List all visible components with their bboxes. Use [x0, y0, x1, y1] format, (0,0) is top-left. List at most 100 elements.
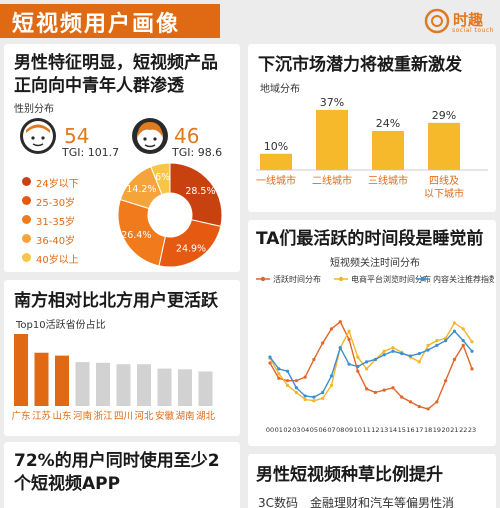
series-point — [444, 379, 448, 383]
province-tick-label: 安徽 — [155, 410, 175, 422]
x-tick-label: 23 — [468, 426, 476, 434]
series-point — [470, 367, 474, 371]
series-point — [347, 337, 351, 342]
x-tick-label: 11 — [362, 426, 370, 434]
legend-dot-1 — [22, 177, 31, 186]
x-tick-label: 07 — [327, 426, 335, 434]
series-point — [268, 361, 272, 365]
province-bar — [75, 362, 90, 406]
logo-icon — [424, 8, 450, 34]
grass-title: 男性短视频种草比例提升 — [256, 465, 443, 485]
city-value-label: 37% — [320, 96, 344, 109]
province-subtitle: Top10活跃省份占比 — [16, 320, 106, 331]
province-bar — [198, 371, 213, 406]
legend-dot-5 — [22, 253, 31, 262]
series-point — [347, 362, 351, 366]
series-point — [461, 339, 465, 343]
legend-label: 电商平台浏览时间分布 — [351, 274, 431, 284]
province-bar — [137, 364, 151, 406]
series-point — [294, 386, 298, 390]
series-point — [294, 390, 298, 395]
pie-slice-label: 14.2% — [126, 184, 156, 195]
series-point — [321, 341, 325, 345]
time-line-chart: 活跃时间分布 电商平台浏览时间分布 内容关注推荐指数 00 01 02 03 04 05 06 07… — [256, 274, 494, 434]
province-tick-label: 河南 — [73, 410, 92, 422]
pie-slice — [150, 162, 171, 196]
province-bar — [14, 334, 28, 406]
province-bar — [116, 364, 131, 406]
x-tick-label: 00 — [266, 426, 274, 434]
city-bar — [372, 131, 404, 170]
series-point — [444, 339, 448, 343]
series-point — [470, 349, 474, 353]
x-tick-label: 09 — [345, 426, 353, 434]
pie-slice — [117, 198, 166, 267]
app-title-line1: 72%的用户同时使用至少2 — [14, 451, 220, 471]
series-point — [452, 329, 457, 333]
series-point — [391, 349, 395, 353]
x-tick-label: 12 — [371, 426, 379, 434]
city-tick-label: 四线及 — [429, 174, 459, 187]
series-point — [277, 367, 281, 371]
city-value-label: 29% — [432, 109, 456, 122]
series-point — [365, 360, 369, 364]
series-point — [452, 321, 457, 325]
age-legend-4: 36-40岁 — [36, 236, 76, 247]
city-tick-label: 三线城市 — [368, 174, 408, 187]
series-point — [382, 388, 386, 392]
series-point — [408, 400, 413, 404]
series-point — [329, 383, 334, 387]
female-user-icon — [132, 118, 168, 154]
legend-marker — [260, 276, 266, 282]
series-point — [382, 349, 386, 353]
age-legend-1: 24岁以下 — [36, 179, 79, 190]
series-point — [294, 379, 298, 383]
male-value: 54 — [64, 124, 90, 148]
x-tick-label: 05 — [310, 426, 318, 434]
province-tick-label: 山东 — [52, 410, 71, 422]
province-tick-label: 湖北 — [196, 411, 216, 422]
female-value: 46 — [174, 124, 200, 148]
series-point — [373, 390, 377, 395]
province-bar — [55, 355, 69, 406]
series-point — [391, 346, 395, 350]
x-tick-label: 15 — [398, 426, 406, 434]
series-point — [373, 357, 377, 362]
x-tick-label: 20 — [442, 426, 450, 434]
x-tick-label: 19 — [433, 426, 441, 434]
male-user-icon — [20, 118, 56, 154]
x-tick-label: 04 — [301, 426, 309, 434]
series-point — [426, 348, 430, 352]
series-point — [417, 351, 421, 356]
province-bar — [34, 352, 49, 406]
legend-marker — [338, 276, 344, 282]
x-tick-label: 03 — [292, 426, 300, 434]
series-point — [277, 376, 281, 380]
age-pie-chart: 28.5% 24.9% 26.4% 14.2%6% — [117, 162, 223, 268]
pie-slice-label: 6% — [155, 172, 170, 183]
series-point — [400, 351, 404, 356]
series-point — [312, 357, 316, 362]
series-point — [303, 375, 307, 379]
series-point — [356, 355, 360, 359]
province-tick-label: 河北 — [134, 410, 154, 422]
legend-marker — [420, 276, 426, 282]
series-point — [268, 355, 272, 359]
series-point — [285, 383, 290, 387]
series-point — [365, 387, 369, 391]
series-point — [417, 404, 421, 409]
page-title: 短视频用户画像 — [12, 12, 181, 37]
series-point — [408, 354, 413, 358]
series-point — [461, 327, 465, 331]
x-tick-label: 06 — [319, 426, 327, 434]
province-tick-label: 广东 — [11, 410, 30, 422]
grass-text: 3C数码 金融理财和汽车等偏男性消 — [258, 496, 455, 508]
province-title: 南方相对比北方用户更活跃 — [14, 291, 218, 311]
city-tick-label: 以下城市 — [424, 187, 464, 200]
series-point — [285, 379, 290, 383]
series-point — [329, 374, 334, 378]
x-tick-label: 01 — [275, 426, 283, 434]
series-point — [391, 386, 395, 390]
x-tick-label: 22 — [459, 426, 467, 434]
